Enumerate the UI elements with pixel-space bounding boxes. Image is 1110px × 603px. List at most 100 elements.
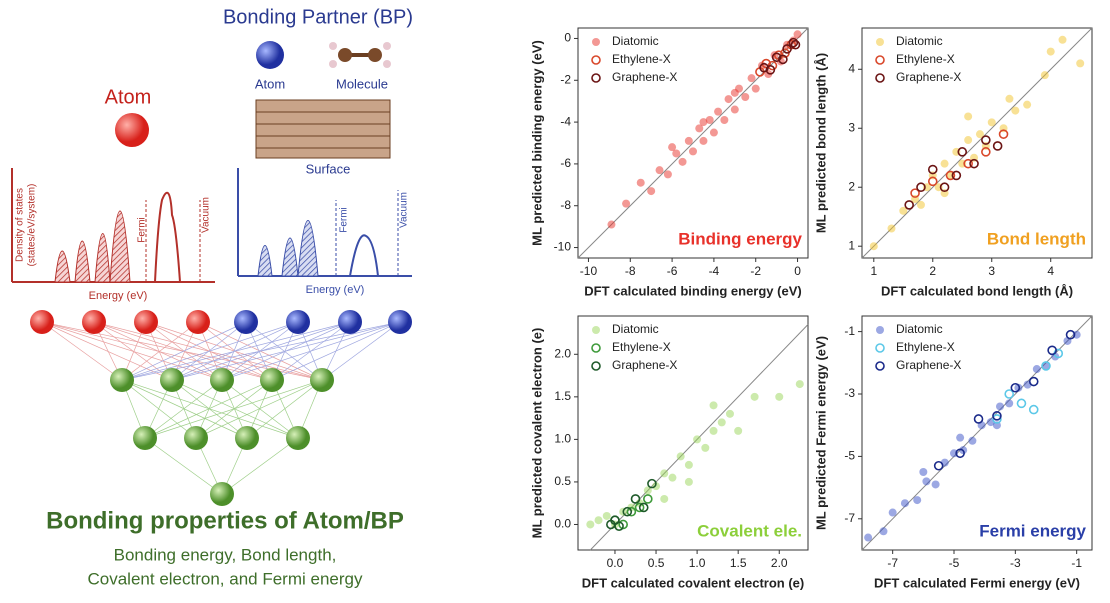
annotation: Covalent ele. — [697, 521, 802, 540]
point — [1032, 365, 1041, 374]
legend-marker — [876, 38, 884, 46]
point — [636, 178, 645, 187]
nn-node — [210, 482, 234, 506]
nn-edge — [121, 321, 199, 381]
annotation: Binding energy — [678, 229, 802, 248]
point — [643, 494, 653, 504]
nn-edge — [121, 379, 197, 439]
point — [879, 527, 888, 536]
point — [778, 54, 788, 65]
y-tick-label: 0.0 — [554, 517, 571, 531]
point — [922, 477, 931, 486]
x-axis-label: DFT calculated covalent electron (e) — [582, 575, 805, 590]
y-tick-label: 0 — [564, 31, 571, 45]
annotation: Fermi energy — [979, 521, 1086, 540]
point — [663, 170, 672, 179]
point — [927, 176, 938, 187]
y-tick-label: 2.0 — [554, 346, 571, 360]
x-tick-label: 1.0 — [689, 556, 706, 570]
point — [607, 220, 616, 229]
x-tick-label: -1 — [1071, 556, 1082, 570]
x-tick-label: 3 — [988, 264, 995, 278]
atom-fermi: Fermi — [137, 217, 148, 243]
point — [1040, 71, 1049, 80]
point — [940, 159, 949, 168]
molecule-icon — [329, 42, 391, 68]
output-text: Bonding energy, Bond length, — [114, 545, 337, 564]
atom-energy-label: Energy (eV) — [89, 290, 148, 302]
nn-edge — [121, 321, 299, 381]
nn-edge — [171, 321, 401, 381]
point — [709, 128, 718, 137]
legend-marker — [591, 361, 601, 371]
point — [730, 88, 739, 97]
y-tick-label: 1.0 — [554, 432, 571, 446]
nn-edge — [246, 379, 323, 439]
nn-edge — [41, 321, 223, 381]
point — [1065, 329, 1076, 340]
point — [945, 170, 956, 181]
x-tick-label: -3 — [1010, 556, 1021, 570]
point — [751, 84, 760, 93]
point — [594, 516, 603, 525]
legend-marker — [592, 326, 600, 334]
point — [734, 426, 743, 435]
legend-label: Ethylene-X — [896, 340, 955, 354]
y-tick-label: -8 — [560, 198, 571, 212]
point — [973, 414, 984, 424]
legend-marker — [591, 55, 601, 65]
x-tick-label: -7 — [887, 556, 898, 570]
x-tick-label: -5 — [949, 556, 960, 570]
point — [981, 135, 991, 145]
nn-edge — [171, 379, 248, 439]
legend-label: Ethylene-X — [612, 52, 671, 66]
legend-label: Diatomic — [896, 322, 943, 336]
point — [899, 206, 908, 215]
point — [622, 506, 633, 517]
dos-label: (states/eV/system) — [27, 184, 38, 267]
y-tick-label: -6 — [560, 156, 571, 170]
legend-marker — [876, 326, 884, 334]
nn-node — [388, 310, 412, 334]
point — [717, 418, 726, 427]
point — [647, 187, 656, 196]
point — [709, 426, 718, 435]
legend-label: Graphene-X — [612, 70, 677, 84]
point — [730, 105, 739, 114]
point — [1014, 383, 1023, 392]
y-tick-label: -1 — [844, 324, 855, 338]
nn-node — [160, 368, 184, 392]
legend-marker — [875, 361, 885, 371]
x-tick-label: 0 — [794, 264, 801, 278]
nn-node — [110, 368, 134, 392]
point — [927, 164, 938, 175]
nn-edge — [121, 379, 248, 439]
point — [887, 224, 896, 233]
nn-edge — [144, 437, 223, 495]
point — [747, 74, 756, 83]
point — [634, 502, 645, 513]
legend-marker — [592, 38, 600, 46]
x-axis-label: DFT calculated bond length (Å) — [881, 283, 1073, 298]
point — [992, 141, 1003, 151]
chart: 1 2 3 4 1 2 3 4 DFT calculated bond length (Å) ML… — [813, 27, 1093, 298]
point — [1076, 59, 1085, 68]
point — [864, 533, 873, 542]
nn-edge — [321, 321, 401, 381]
point — [701, 443, 710, 452]
x-tick-label: 1 — [870, 264, 877, 278]
nn-node — [286, 426, 310, 450]
nn-node — [82, 310, 106, 334]
legend-marker — [875, 343, 885, 353]
point — [916, 200, 925, 209]
x-tick-label: 1.5 — [730, 556, 747, 570]
nn-edge — [271, 321, 401, 381]
point — [1023, 100, 1032, 109]
bp-atom-label: Atom — [255, 76, 285, 91]
nn-node — [210, 368, 234, 392]
y-tick-label: -7 — [844, 511, 855, 525]
point — [684, 477, 693, 486]
point — [955, 448, 965, 459]
point — [1005, 94, 1014, 103]
point — [668, 143, 677, 152]
